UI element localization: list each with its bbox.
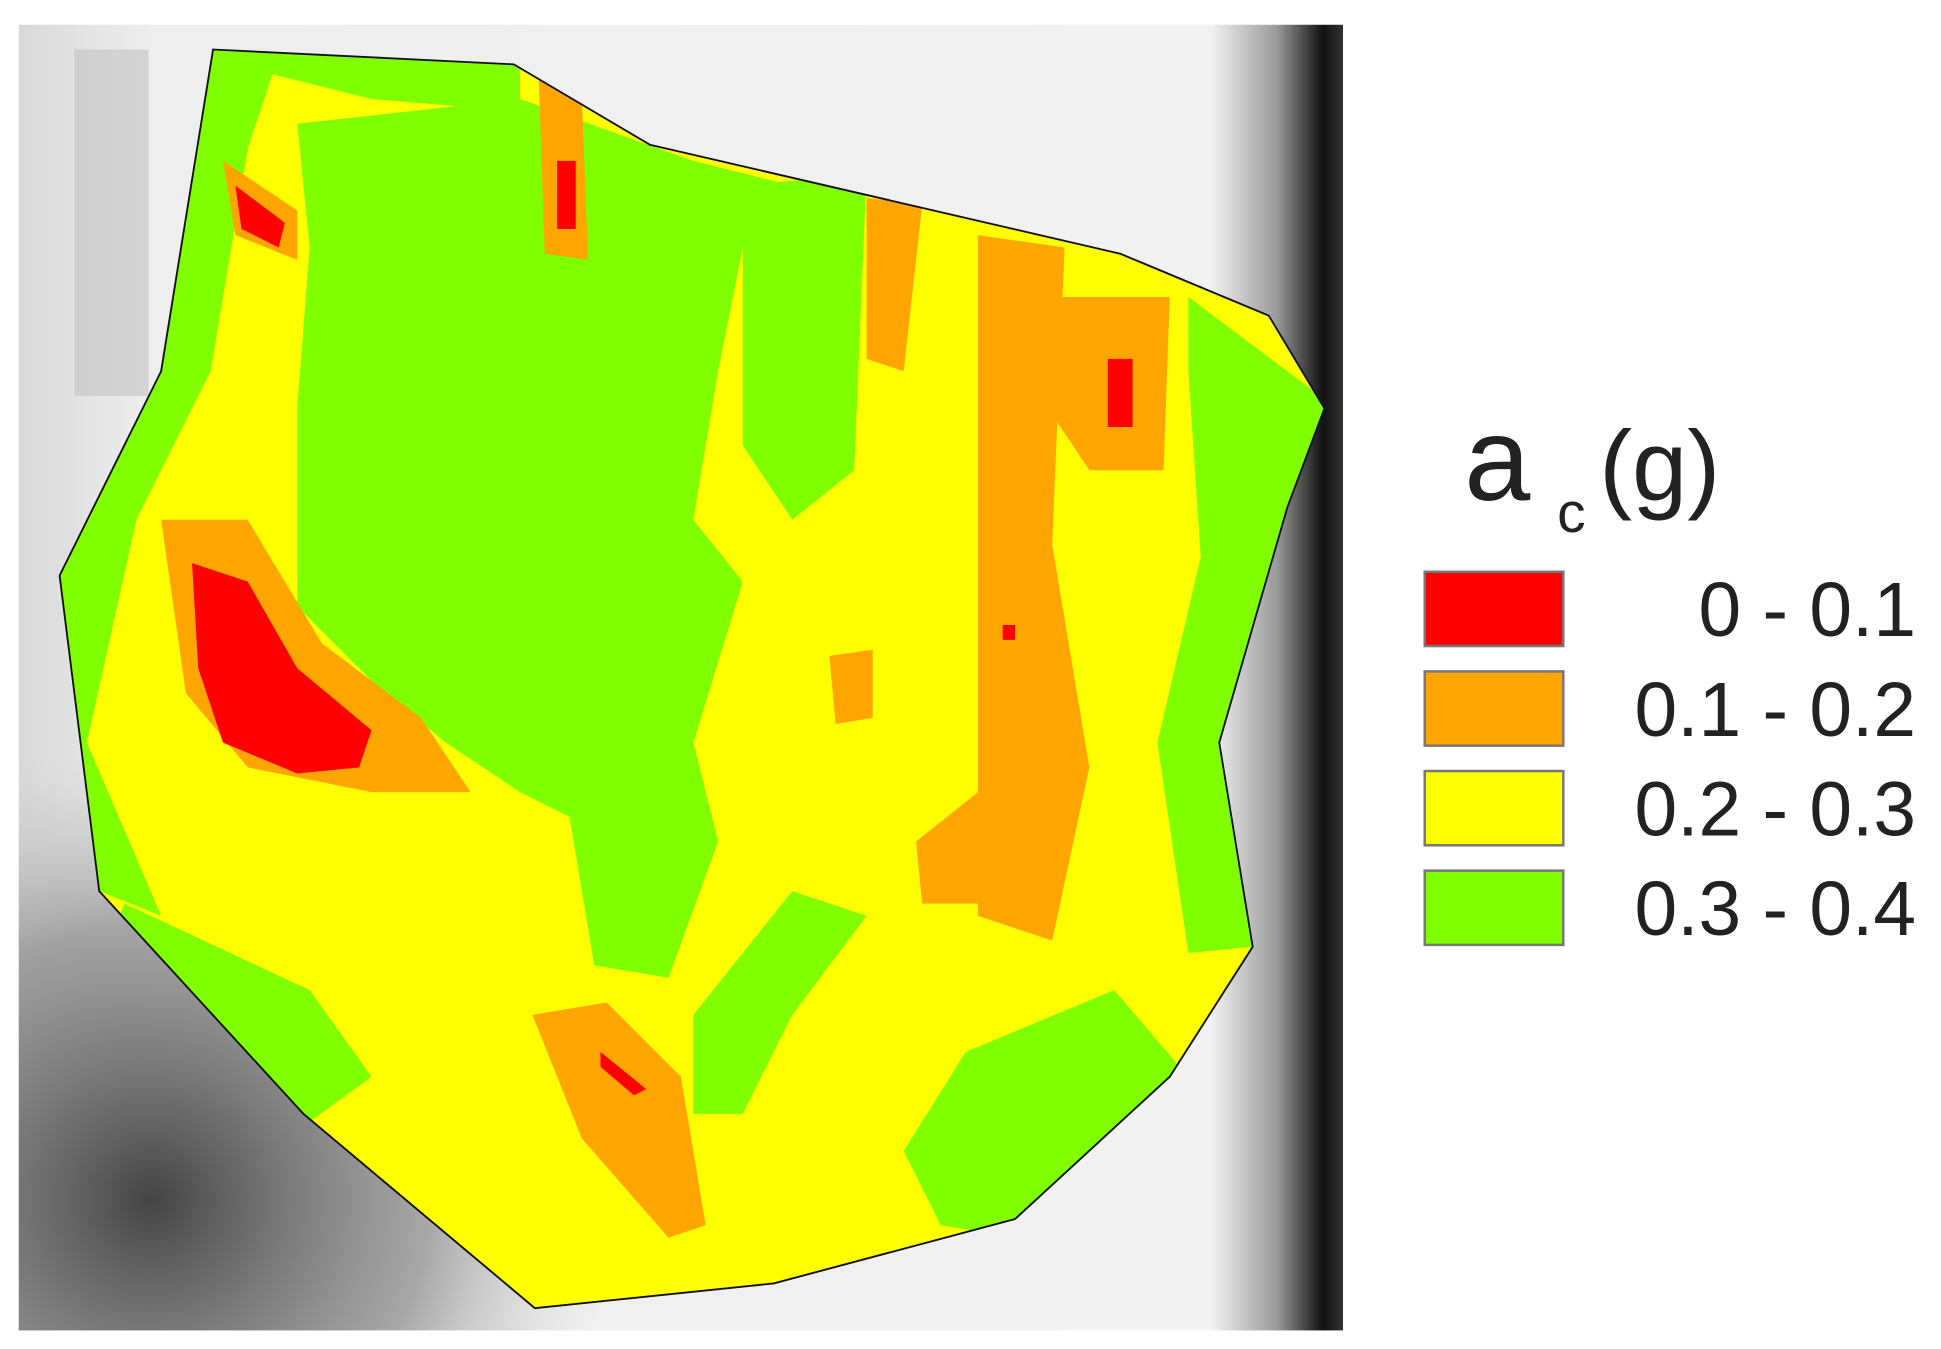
legend-items: 0 - 0.1 0.1 - 0.2 0.2 - 0.3 0.3 - 0.4 bbox=[1423, 568, 1917, 952]
red-regions bbox=[192, 160, 1133, 1096]
region bbox=[1157, 297, 1325, 953]
region bbox=[1039, 297, 1170, 471]
legend-swatch bbox=[1423, 769, 1565, 847]
legend-swatch bbox=[1423, 570, 1565, 648]
region bbox=[1002, 624, 1016, 640]
green-regions bbox=[59, 49, 1325, 1238]
region bbox=[742, 173, 867, 520]
legend-swatch bbox=[1423, 670, 1565, 747]
region bbox=[59, 49, 521, 916]
region bbox=[297, 99, 793, 978]
region bbox=[916, 792, 978, 904]
legend-title-unit: (g) bbox=[1599, 410, 1720, 521]
region bbox=[532, 1002, 706, 1238]
region bbox=[693, 891, 867, 1114]
legend-swatch bbox=[1423, 869, 1565, 947]
region bbox=[903, 990, 1189, 1238]
legend-label: 0 - 0.1 bbox=[1699, 568, 1917, 653]
region bbox=[1107, 358, 1133, 427]
region bbox=[192, 563, 372, 774]
legend-label: 0.3 - 0.4 bbox=[1635, 867, 1916, 952]
region bbox=[977, 235, 1090, 941]
legend-title-subscript: c bbox=[1557, 481, 1585, 545]
region bbox=[600, 1051, 647, 1096]
region bbox=[111, 903, 372, 1127]
legend-title-symbol: a bbox=[1464, 393, 1531, 526]
region bbox=[235, 185, 285, 248]
legend-label: 0.1 - 0.2 bbox=[1635, 668, 1916, 753]
region bbox=[866, 198, 923, 372]
legend: a c (g) 0 - 0.1 0.1 - 0.2 0.2 - 0.3 0.3 - 0… bbox=[1423, 393, 1917, 952]
region bbox=[829, 649, 873, 725]
region bbox=[557, 160, 576, 229]
map-outline bbox=[58, 48, 1326, 1310]
legend-label: 0.2 - 0.3 bbox=[1635, 767, 1916, 852]
